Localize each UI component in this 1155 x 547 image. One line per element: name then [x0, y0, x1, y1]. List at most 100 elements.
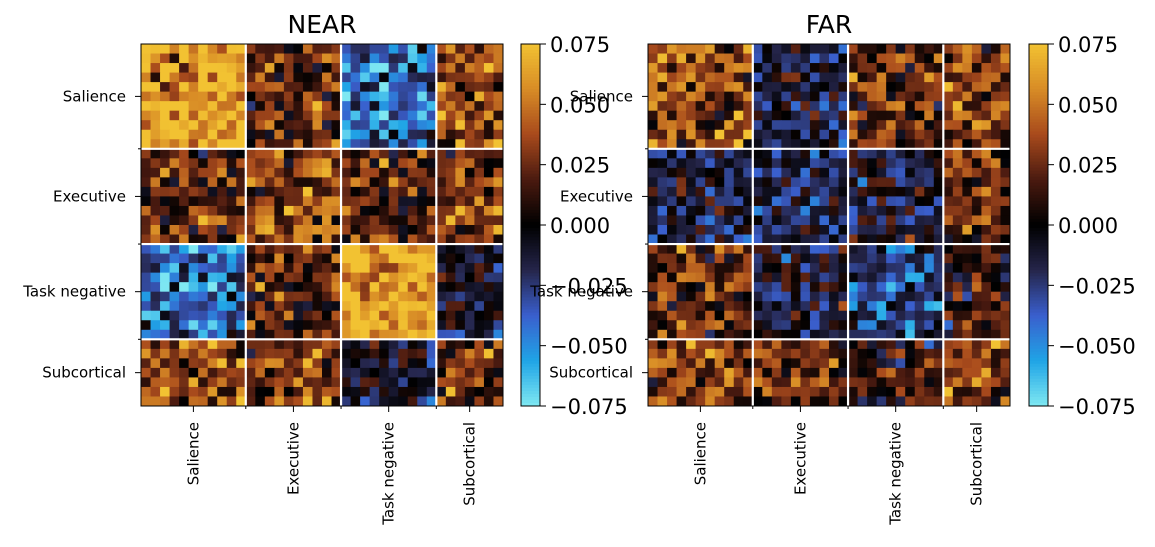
heatmap-cell — [379, 72, 390, 83]
heatmap-cell — [331, 205, 342, 216]
colorbar-segment — [1029, 378, 1048, 383]
heatmap-cell — [648, 301, 658, 312]
heatmap-cell — [188, 291, 199, 302]
heatmap-cell — [800, 120, 811, 131]
heatmap-cell — [436, 263, 447, 274]
heatmap-cell — [493, 148, 504, 159]
colorbar-segment — [1029, 303, 1048, 307]
heatmap-cell — [895, 263, 906, 274]
heatmap-cell — [369, 110, 380, 121]
heatmap-cell — [800, 91, 811, 102]
heatmap-cell — [905, 244, 916, 254]
heatmap-cell — [455, 215, 466, 226]
heatmap-cell — [819, 310, 830, 321]
heatmap-cell — [226, 386, 237, 397]
heatmap-cell — [762, 167, 773, 178]
heatmap-cell — [160, 291, 170, 302]
heatmap-cell — [483, 186, 494, 197]
heatmap-cell — [848, 82, 858, 93]
heatmap-cell — [407, 339, 418, 350]
heatmap-cell — [245, 148, 256, 159]
heatmap-cell — [341, 196, 351, 207]
heatmap-cell — [302, 225, 313, 235]
heatmap-cell — [819, 215, 830, 226]
heatmap-cell — [714, 186, 725, 197]
heatmap-cell — [417, 377, 428, 388]
colorbar-segment — [521, 351, 540, 356]
heatmap-cell — [407, 101, 418, 112]
heatmap-cell — [179, 139, 190, 150]
colorbar-segment — [521, 234, 540, 238]
heatmap-cell — [714, 386, 725, 397]
heatmap-cell — [771, 82, 782, 93]
heatmap-cell — [1000, 72, 1011, 83]
heatmap-cell — [474, 167, 485, 178]
heatmap-cell — [217, 329, 228, 340]
heatmap-cell — [150, 177, 161, 188]
heatmap-cell — [350, 225, 361, 235]
colorbar-segment — [521, 113, 540, 117]
heatmap-cell — [226, 72, 237, 83]
heatmap-cell — [695, 148, 706, 159]
heatmap-cell — [971, 63, 982, 73]
heatmap-cell — [407, 44, 418, 54]
heatmap-cell — [933, 234, 944, 245]
heatmap-cell — [943, 282, 954, 293]
heatmap-cell — [933, 167, 944, 178]
heatmap-cell — [695, 63, 706, 73]
heatmap-cell — [464, 253, 475, 264]
colorbar-tick-label: 0.050 — [550, 93, 610, 117]
heatmap-cell — [695, 53, 706, 64]
colorbar-segment — [521, 83, 540, 87]
heatmap-cell — [483, 301, 494, 312]
heatmap-cell — [379, 91, 390, 102]
heatmap-cell — [188, 282, 199, 293]
heatmap-cell — [293, 377, 304, 388]
heatmap-cell — [657, 186, 668, 197]
heatmap-cell — [876, 301, 887, 312]
heatmap-cell — [198, 301, 209, 312]
heatmap-cell — [445, 53, 456, 64]
heatmap-cell — [790, 272, 801, 283]
heatmap-cell — [686, 253, 697, 264]
heatmap-cell — [483, 196, 494, 207]
heatmap-cell — [705, 358, 716, 369]
heatmap-cell — [733, 234, 744, 245]
heatmap-cell — [800, 358, 811, 369]
heatmap-cell — [990, 225, 1001, 235]
heatmap-cell — [971, 44, 982, 54]
colorbar-segment — [1029, 128, 1048, 132]
heatmap-cell — [695, 186, 706, 197]
heatmap-cell — [274, 234, 285, 245]
heatmap-cell — [829, 53, 839, 64]
heatmap-cell — [245, 158, 256, 169]
heatmap-cell — [426, 329, 437, 340]
heatmap-cell — [274, 301, 285, 312]
heatmap-cell — [331, 367, 342, 378]
heatmap-cell — [179, 291, 190, 302]
heatmap-cell — [733, 282, 744, 293]
heatmap-cell — [686, 282, 697, 293]
heatmap-cell — [331, 177, 342, 188]
heatmap-cell — [743, 386, 754, 397]
heatmap-cell — [838, 215, 849, 226]
heatmap-cell — [264, 148, 275, 159]
heatmap-cell — [426, 158, 437, 169]
heatmap-cell — [293, 348, 304, 359]
heatmap-cell — [867, 377, 878, 388]
heatmap-cell — [867, 120, 878, 131]
heatmap-cell — [848, 177, 858, 188]
heatmap-cell — [829, 253, 839, 264]
heatmap-cell — [657, 272, 668, 283]
heatmap-cell — [886, 272, 897, 283]
heatmap-cell — [924, 225, 935, 235]
heatmap-cell — [676, 329, 687, 340]
heatmap-cell — [217, 377, 228, 388]
colorbar-segment — [1029, 218, 1048, 223]
heatmap-cell — [962, 244, 973, 254]
heatmap-cell — [667, 367, 677, 378]
heatmap-cell — [914, 234, 925, 245]
heatmap-cell — [341, 215, 351, 226]
heatmap-cell — [790, 301, 801, 312]
heatmap-cell — [895, 91, 906, 102]
